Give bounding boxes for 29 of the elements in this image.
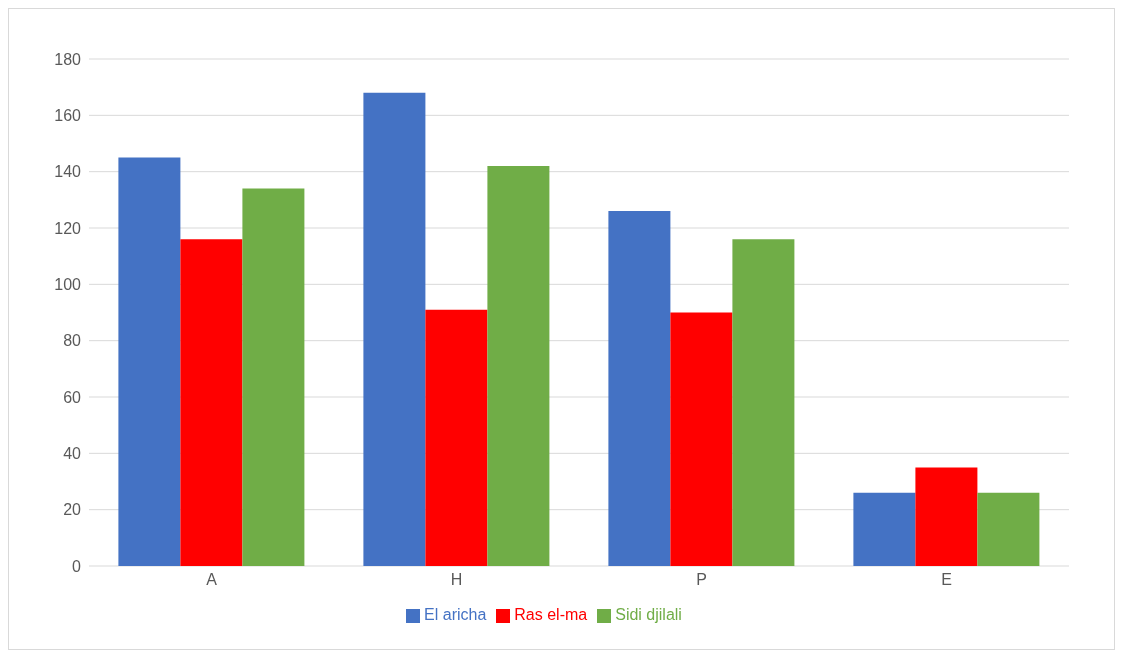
bar [487,166,550,566]
y-tick-label: 60 [63,388,82,406]
bar [670,312,733,566]
bar [977,492,1040,566]
y-tick-label: 100 [54,276,82,294]
y-tick-label: 40 [63,445,82,463]
legend-label: El aricha [424,606,487,623]
bar [425,309,488,566]
bar [915,467,978,566]
x-tick-label: A [206,571,218,589]
y-tick-label: 180 [54,50,82,68]
y-tick-label: 80 [63,332,82,350]
y-tick-label: 140 [54,163,82,181]
y-tick-label: 0 [72,557,82,575]
bar [853,492,916,566]
y-tick-label: 160 [54,107,82,125]
bar [118,157,181,566]
bar [732,239,795,566]
legend-label: Sidi djilali [615,606,682,623]
y-tick-label: 120 [54,219,82,237]
x-tick-label: H [450,571,463,589]
bar [608,211,671,566]
x-tick-label: P [696,571,707,589]
bar [180,239,243,566]
y-tick-label: 20 [63,501,82,519]
legend-label: Ras el-ma [514,606,588,623]
bar [242,188,305,566]
x-tick-label: E [941,571,952,589]
bar [363,92,426,566]
